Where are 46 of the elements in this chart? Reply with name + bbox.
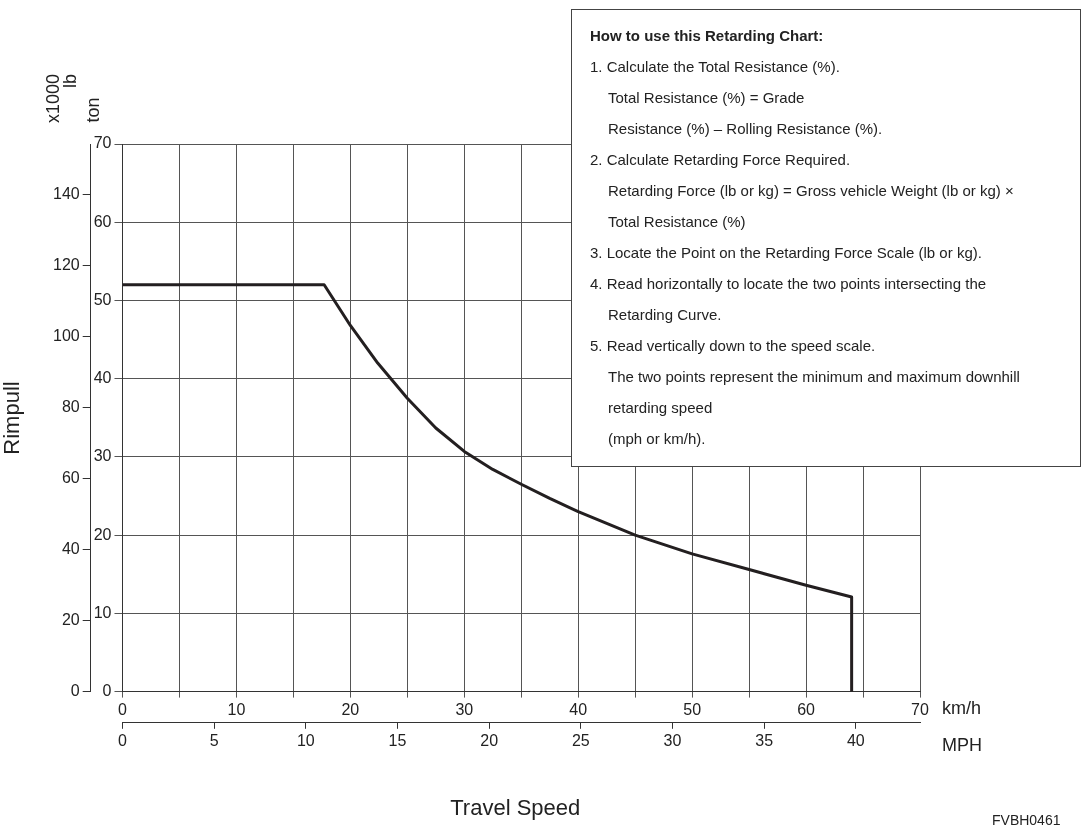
x2-tick-label: 15: [388, 731, 407, 749]
annotation: 2. Calculate Retarding Force Required. Retarding Force (lb or kg) = Gross vehicle Weight (lb or kg) × Total Resistance (%): [590, 150, 1015, 232]
x2-tick-label: 40: [846, 731, 865, 749]
annotation: 5. Read vertically down to the speed scale. The two points represent the minimum and maximum downhill retarding speed (mph or km/h).: [590, 336, 1021, 449]
x-tick-label: 20: [341, 700, 360, 718]
x-axis-title: km/h: [942, 697, 982, 719]
x-tick-label: 40: [569, 700, 588, 718]
y2-tick-label: 140: [52, 185, 80, 203]
text: Travel Speed: [450, 795, 581, 821]
x2-tick-label: 10: [296, 731, 315, 749]
annotation: 4. Read horizontally to locate the two points intersecting the Retarding Curve.: [590, 274, 988, 325]
y2-axis-title: x1000 lb: [43, 74, 81, 126]
y-tick-label: 50: [93, 290, 112, 308]
y2-tick-label: 20: [61, 611, 80, 629]
x2-tick-label: 0: [118, 731, 128, 749]
text: Rimpull: [0, 381, 25, 455]
x2-tick-label: 5: [209, 731, 219, 749]
y2-tick-label: 40: [61, 540, 80, 558]
text: FVBH0461: [992, 812, 1061, 828]
y-tick-label: 20: [93, 525, 112, 543]
x-tick-label: 60: [797, 700, 816, 718]
y2-tick-label: 120: [52, 256, 80, 274]
y-tick-label: 60: [93, 212, 112, 230]
y-tick-label: 40: [93, 369, 112, 387]
annotation: 3. Locate the Point on the Retarding Force Scale (lb or kg).: [590, 243, 983, 263]
y2-tick-label: 80: [61, 398, 80, 416]
x-tick-label: 10: [227, 700, 246, 718]
x2-tick-label: 30: [663, 731, 682, 749]
x2-tick-label: 25: [571, 731, 590, 749]
y2-tick-label: 100: [52, 327, 80, 345]
y-tick-label: 0: [102, 682, 112, 700]
x-tick-label: 50: [683, 700, 702, 718]
y2-tick-label: 0: [70, 682, 80, 700]
text: How to use this Retarding Chart:: [590, 27, 824, 44]
y2-tick-label: 60: [61, 469, 80, 487]
x-tick-label: 30: [455, 700, 474, 718]
y-tick-label: 10: [93, 603, 112, 621]
x2-tick-label: 20: [480, 731, 499, 749]
x2-tick-label: 35: [755, 731, 774, 749]
x-tick-label: 0: [118, 700, 128, 718]
y-tick-label: 70: [93, 134, 112, 152]
y-axis-title: ton: [82, 97, 104, 123]
y-tick-label: 30: [93, 447, 112, 465]
text: 1. Calculate the Total Resistance (%). Total Resistance (%) = Grade Resistance (%) – Rolling Resistance (%).: [590, 58, 883, 137]
x2-axis-title: MPH: [942, 734, 982, 756]
x-tick-label: 70: [911, 700, 929, 718]
